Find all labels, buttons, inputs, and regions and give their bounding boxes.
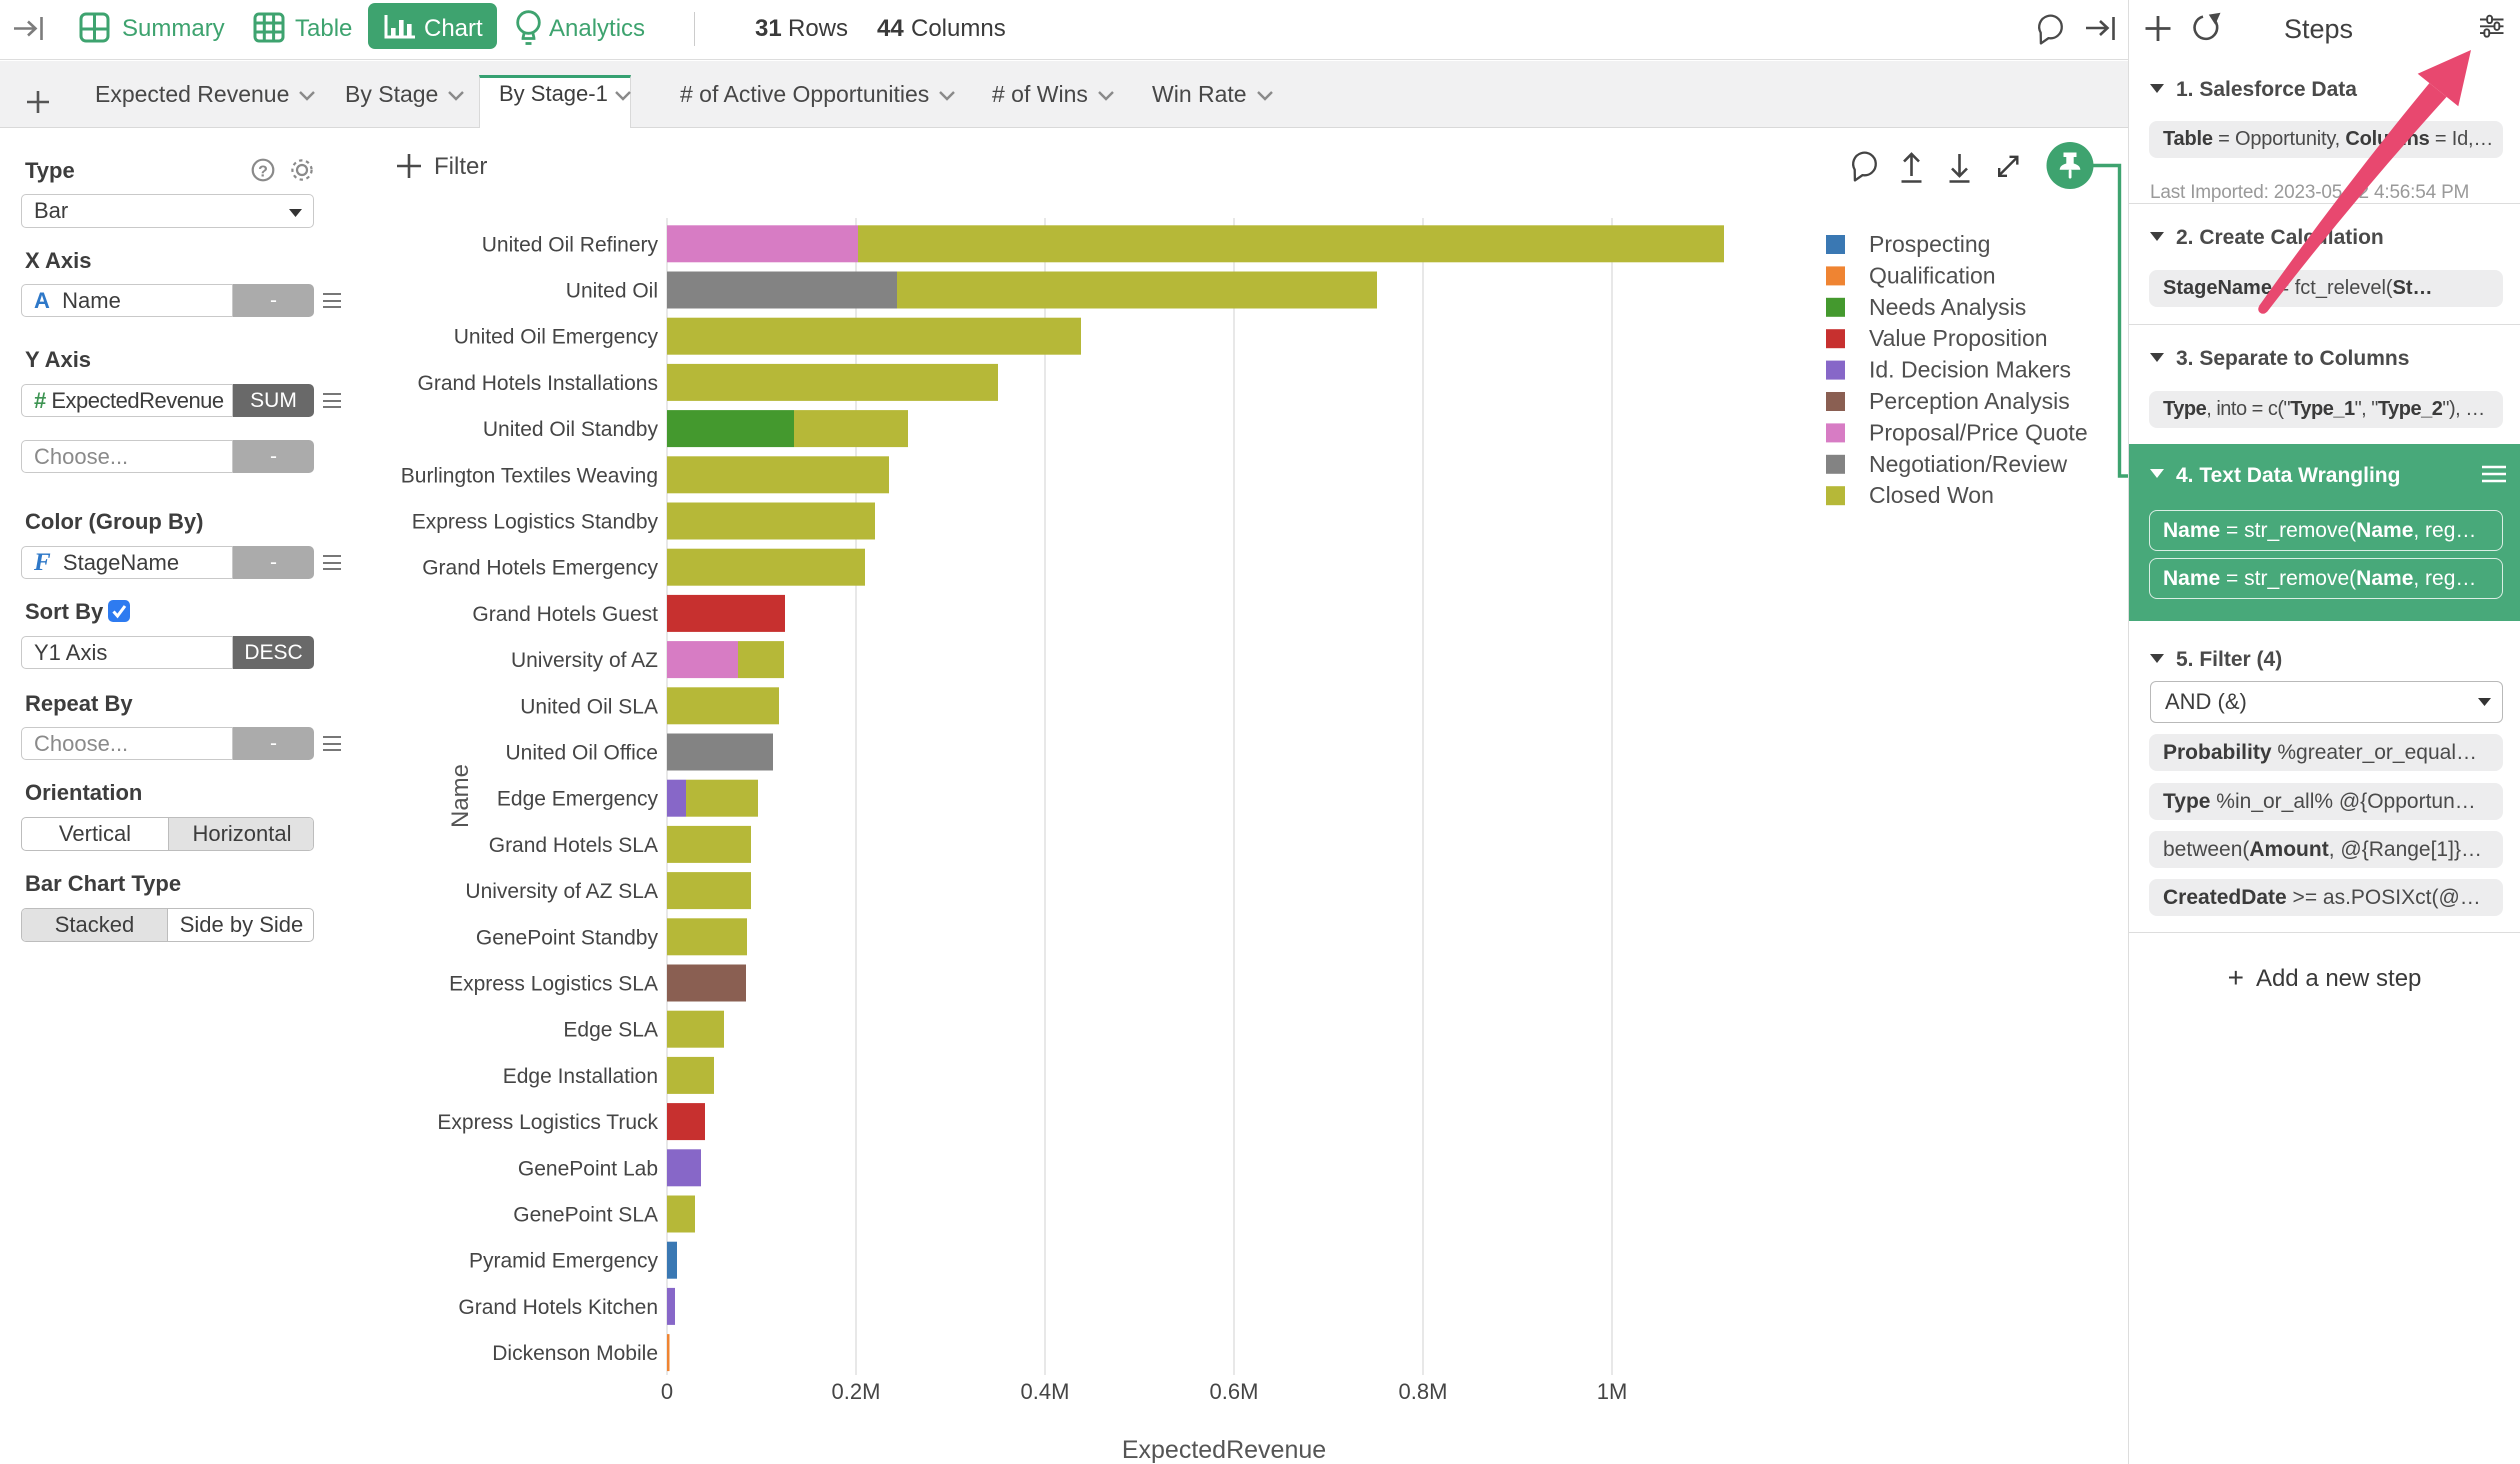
svg-text:Proposal/Price Quote: Proposal/Price Quote [1869, 419, 2088, 445]
svg-text:Express Logistics SLA: Express Logistics SLA [449, 973, 658, 996]
svg-text:Edge Installation: Edge Installation [503, 1065, 658, 1088]
svg-text:1M: 1M [1597, 1379, 1628, 1404]
svg-text:Express Logistics Truck: Express Logistics Truck [437, 1111, 658, 1134]
svg-text:United Oil Office: United Oil Office [505, 742, 658, 765]
svg-text:Dickenson Mobile: Dickenson Mobile [492, 1342, 658, 1365]
svg-text:ExpectedRevenue: ExpectedRevenue [1122, 1436, 1326, 1464]
svg-text:Id. Decision Makers: Id. Decision Makers [1869, 357, 2071, 383]
svg-text:United Oil SLA: United Oil SLA [520, 695, 658, 718]
svg-text:GenePoint Lab: GenePoint Lab [518, 1157, 658, 1180]
svg-text:Edge Emergency: Edge Emergency [497, 788, 659, 811]
svg-text:University of AZ SLA: University of AZ SLA [465, 880, 658, 903]
svg-text:Grand Hotels Emergency: Grand Hotels Emergency [422, 557, 658, 580]
svg-text:Grand Hotels Guest: Grand Hotels Guest [472, 603, 658, 626]
svg-text:0.6M: 0.6M [1210, 1379, 1259, 1404]
svg-text:Needs Analysis: Needs Analysis [1869, 294, 2026, 320]
svg-text:GenePoint Standby: GenePoint Standby [476, 926, 659, 949]
svg-text:0.2M: 0.2M [832, 1379, 881, 1404]
svg-text:Perception Analysis: Perception Analysis [1869, 388, 2070, 414]
svg-text:Grand Hotels Kitchen: Grand Hotels Kitchen [458, 1296, 658, 1319]
svg-text:Closed Won: Closed Won [1869, 482, 1994, 508]
svg-text:0: 0 [661, 1379, 673, 1404]
svg-text:Express Logistics Standby: Express Logistics Standby [412, 511, 659, 534]
svg-text:Prospecting: Prospecting [1869, 231, 1990, 257]
svg-text:GenePoint SLA: GenePoint SLA [513, 1204, 658, 1227]
svg-text:United Oil Refinery: United Oil Refinery [482, 233, 659, 256]
svg-text:Value Proposition: Value Proposition [1869, 325, 2048, 351]
svg-text:0.4M: 0.4M [1021, 1379, 1070, 1404]
svg-text:Qualification: Qualification [1869, 262, 1996, 288]
svg-text:Grand Hotels Installations: Grand Hotels Installations [418, 372, 658, 395]
svg-text:United Oil: United Oil [566, 280, 658, 303]
svg-text:University of AZ: University of AZ [511, 649, 658, 672]
svg-text:Pyramid Emergency: Pyramid Emergency [469, 1250, 659, 1273]
svg-text:Name: Name [447, 764, 474, 828]
svg-text:Grand Hotels SLA: Grand Hotels SLA [489, 834, 658, 857]
svg-text:Filter: Filter [434, 153, 487, 180]
svg-text:Edge SLA: Edge SLA [563, 1019, 658, 1042]
svg-text:?: ? [258, 164, 268, 181]
svg-text:Negotiation/Review: Negotiation/Review [1869, 451, 2068, 477]
svg-text:0.8M: 0.8M [1399, 1379, 1448, 1404]
svg-text:Burlington Textiles Weaving: Burlington Textiles Weaving [401, 464, 658, 487]
svg-text:United Oil Standby: United Oil Standby [483, 418, 659, 441]
svg-text:United Oil Emergency: United Oil Emergency [454, 326, 659, 349]
